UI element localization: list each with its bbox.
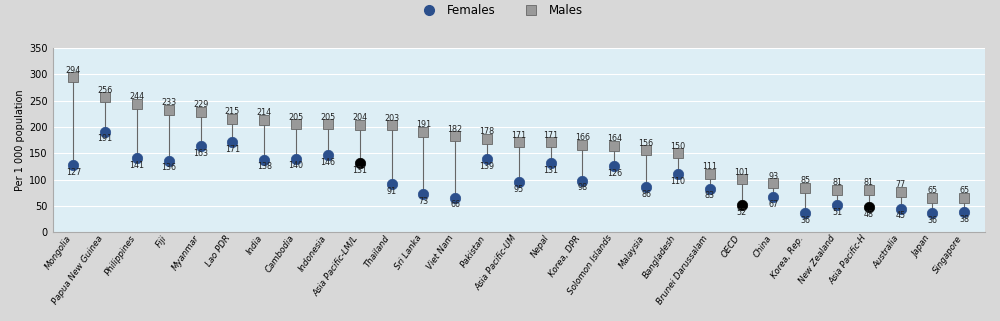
Text: 83: 83 xyxy=(705,191,715,200)
Text: 111: 111 xyxy=(702,162,717,171)
Text: 65: 65 xyxy=(959,187,969,195)
Text: 214: 214 xyxy=(257,108,272,117)
Text: 73: 73 xyxy=(418,196,428,205)
Text: 141: 141 xyxy=(129,161,144,170)
Text: 182: 182 xyxy=(448,125,463,134)
Text: 77: 77 xyxy=(896,180,906,189)
Y-axis label: Per 1 000 population: Per 1 000 population xyxy=(15,89,25,191)
Text: 150: 150 xyxy=(670,142,685,151)
Text: 256: 256 xyxy=(98,86,113,95)
Text: 136: 136 xyxy=(161,163,176,172)
Text: 52: 52 xyxy=(736,208,747,217)
Text: 91: 91 xyxy=(386,187,397,196)
Text: 191: 191 xyxy=(416,120,431,129)
Text: 156: 156 xyxy=(639,139,654,148)
Text: 81: 81 xyxy=(864,178,874,187)
Text: 95: 95 xyxy=(514,185,524,194)
Text: 191: 191 xyxy=(98,134,113,143)
Legend: Females, Males: Females, Males xyxy=(413,0,587,22)
Text: 127: 127 xyxy=(66,168,81,177)
Text: 36: 36 xyxy=(800,216,810,225)
Text: 294: 294 xyxy=(66,66,81,75)
Text: 65: 65 xyxy=(927,187,938,195)
Text: 138: 138 xyxy=(257,162,272,171)
Text: 140: 140 xyxy=(289,161,304,170)
Text: 67: 67 xyxy=(768,200,778,209)
Text: 229: 229 xyxy=(193,100,208,109)
Text: 81: 81 xyxy=(832,178,842,187)
Text: 45: 45 xyxy=(896,211,906,220)
Text: 101: 101 xyxy=(734,168,749,177)
Text: 244: 244 xyxy=(129,92,145,101)
Text: 48: 48 xyxy=(864,210,874,219)
Text: 110: 110 xyxy=(670,177,685,186)
Text: 139: 139 xyxy=(479,162,495,171)
Text: 85: 85 xyxy=(800,176,810,185)
Text: 178: 178 xyxy=(479,127,495,136)
Text: 204: 204 xyxy=(352,113,367,122)
Text: 66: 66 xyxy=(450,200,460,209)
Text: 126: 126 xyxy=(607,169,622,178)
Text: 98: 98 xyxy=(577,183,588,192)
Text: 86: 86 xyxy=(641,190,651,199)
Text: 166: 166 xyxy=(575,133,590,142)
Text: 36: 36 xyxy=(927,216,937,225)
Text: 171: 171 xyxy=(225,145,240,154)
Text: 164: 164 xyxy=(607,134,622,143)
Text: 51: 51 xyxy=(832,208,842,217)
Text: 131: 131 xyxy=(543,166,558,175)
Text: 38: 38 xyxy=(959,215,969,224)
Text: 163: 163 xyxy=(193,149,208,158)
Text: 205: 205 xyxy=(288,113,304,122)
Text: 171: 171 xyxy=(543,131,558,140)
Text: 93: 93 xyxy=(768,172,778,181)
Text: 215: 215 xyxy=(225,108,240,117)
Text: 203: 203 xyxy=(384,114,399,123)
Text: 233: 233 xyxy=(161,98,176,107)
Text: 205: 205 xyxy=(320,113,336,122)
Text: 131: 131 xyxy=(352,166,367,175)
Text: 171: 171 xyxy=(511,131,526,140)
Text: 146: 146 xyxy=(320,158,335,167)
